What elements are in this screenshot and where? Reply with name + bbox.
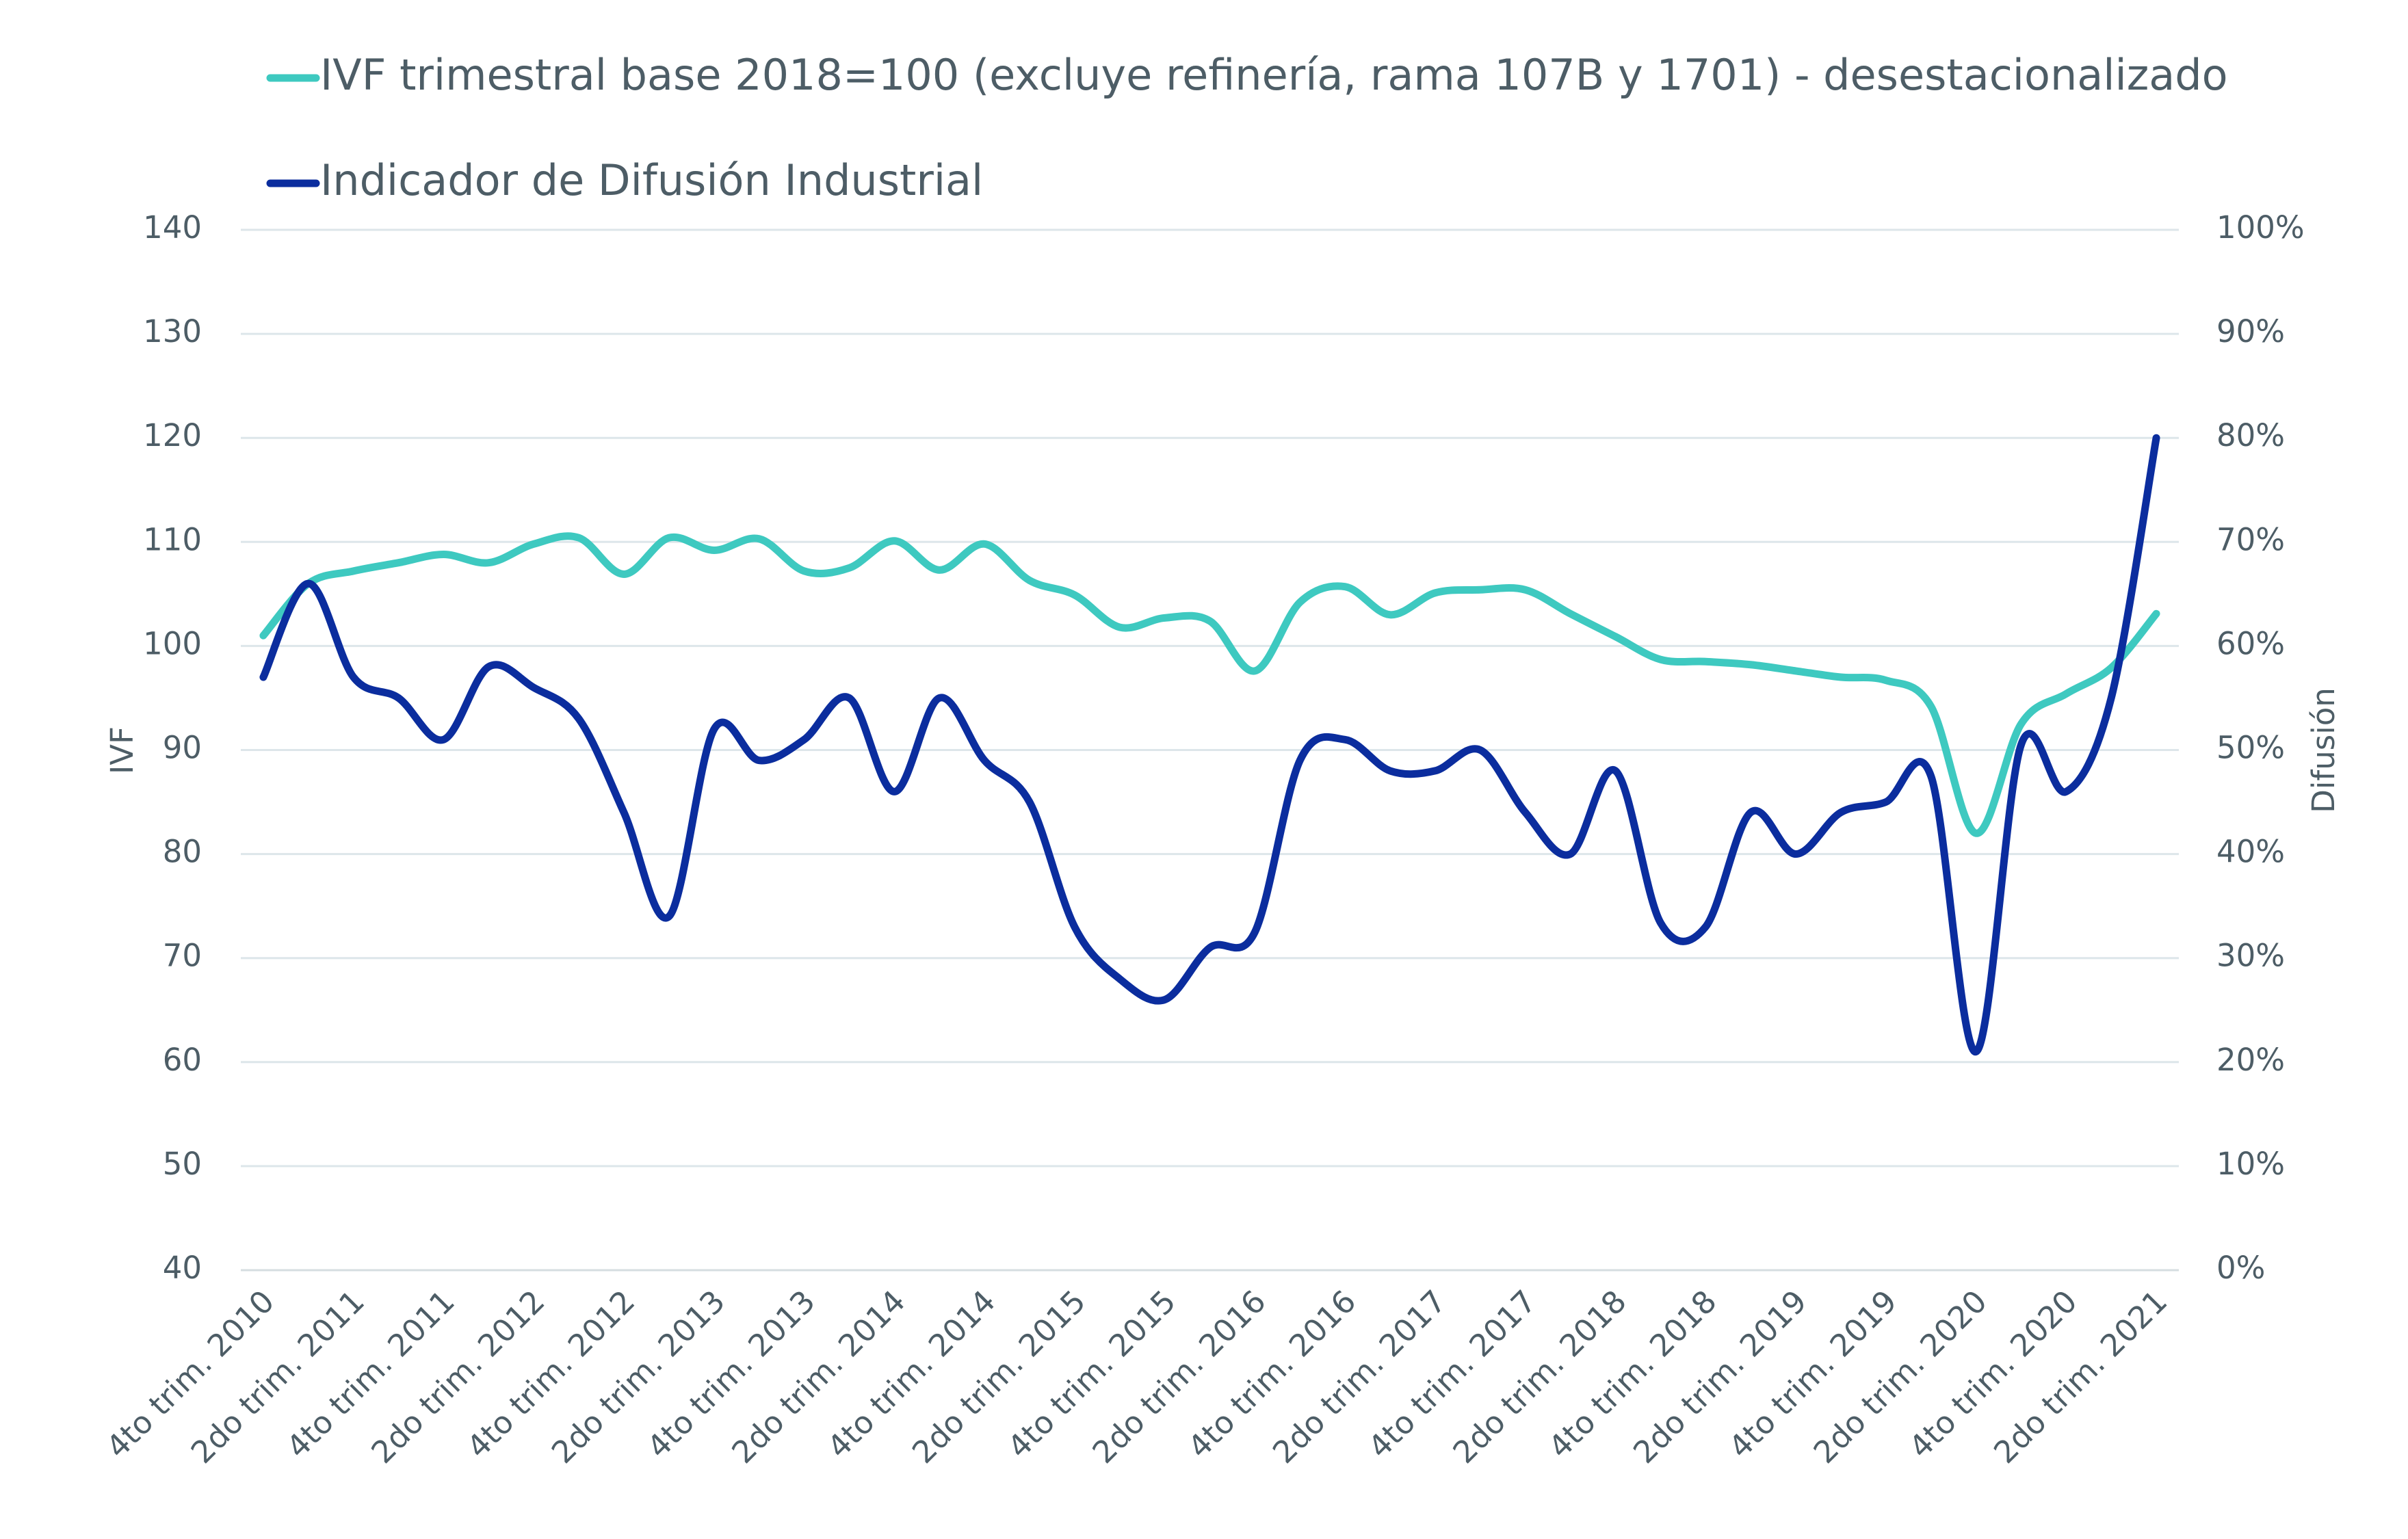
y2-axis-label: Difusión [2305,687,2342,813]
y2-tick-label: 30% [2216,938,2285,974]
y-tick-label: 60 [163,1042,202,1078]
y-tick-label: 100 [143,625,202,661]
y-tick-label: 90 [163,730,202,766]
y2-tick-label: 90% [2216,313,2285,350]
legend-label: Indicador de Difusión Industrial [320,155,983,205]
y2-tick-label: 40% [2216,834,2285,870]
y2-tick-label: 70% [2216,521,2285,557]
series-line [259,532,2160,837]
y2-tick-label: 10% [2216,1146,2285,1182]
y-tick-label: 80 [163,834,202,870]
y2-tick-label: 80% [2216,417,2285,453]
legend-label: IVF trimestral base 2018=100 (excluye re… [320,50,2228,100]
y2-tick-label: 100% [2216,209,2305,246]
y2-tick-label: 20% [2216,1042,2285,1078]
y2-tick-label: 60% [2216,625,2285,661]
y-tick-label: 40 [163,1250,202,1286]
y2-tick-label: 0% [2216,1250,2265,1286]
y-tick-label: 130 [143,313,202,350]
y2-tick-label: 50% [2216,730,2285,766]
y-axis-label: IVF [104,726,140,774]
series-line [259,434,2160,1056]
y-tick-label: 50 [163,1146,202,1182]
y-tick-label: 140 [143,209,202,246]
y-tick-label: 70 [163,938,202,974]
y-tick-label: 120 [143,417,202,453]
y-tick-label: 110 [143,521,202,557]
